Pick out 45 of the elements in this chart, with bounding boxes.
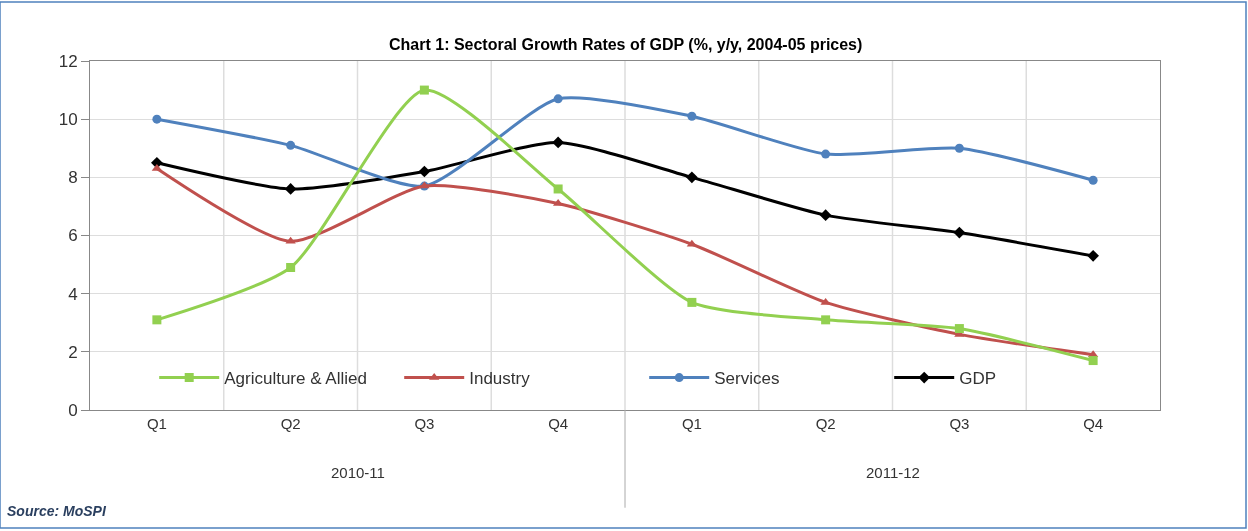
x-tick-label: Q2	[815, 415, 836, 432]
legend-label: Industry	[469, 369, 531, 389]
point	[553, 94, 563, 104]
point	[687, 297, 697, 307]
point	[152, 114, 162, 124]
x-tick-label: Q1	[681, 415, 702, 432]
point	[819, 209, 832, 221]
point	[1088, 175, 1098, 185]
y-tick-label: 12	[58, 51, 78, 71]
y-tick-label: 8	[68, 168, 78, 188]
legend-label: Agriculture & Allied	[224, 369, 367, 389]
y-tick-label: 2	[68, 342, 78, 362]
point	[954, 324, 964, 334]
x-tick-label: Q1	[146, 415, 167, 432]
source-note: Source: MoSPI	[7, 503, 107, 519]
point	[821, 315, 831, 325]
y-tick-label: 4	[68, 284, 78, 304]
point	[1087, 250, 1099, 262]
text: 2010-11	[331, 464, 385, 481]
x-tick-label: Q4	[1083, 415, 1104, 432]
legend-label: Services	[714, 369, 780, 389]
y-tick-label: 6	[68, 226, 78, 246]
y-tick-label: 0	[68, 400, 78, 420]
point	[954, 143, 964, 153]
chart-title: Chart 1: Sectoral Growth Rates of GDP (%, y/y, 2004-05 prices)	[389, 36, 863, 53]
point	[1088, 356, 1098, 366]
point	[953, 226, 966, 239]
x-tick-label: Q3	[414, 415, 435, 432]
point	[686, 171, 698, 184]
point	[418, 165, 431, 178]
point	[285, 236, 296, 244]
point	[553, 184, 563, 194]
point	[419, 85, 429, 95]
x-tick-label: Q3	[949, 415, 970, 432]
y-tick-label: 10	[58, 110, 78, 130]
x-tick-label: Q2	[280, 415, 301, 432]
point	[821, 149, 831, 159]
point	[687, 111, 697, 121]
legend-label: GDP	[959, 369, 997, 389]
point	[152, 315, 162, 325]
x-tick-label: Q4	[548, 415, 569, 432]
text: 2011-12	[866, 464, 920, 481]
point	[286, 140, 296, 150]
point	[552, 136, 564, 149]
point	[286, 262, 296, 272]
